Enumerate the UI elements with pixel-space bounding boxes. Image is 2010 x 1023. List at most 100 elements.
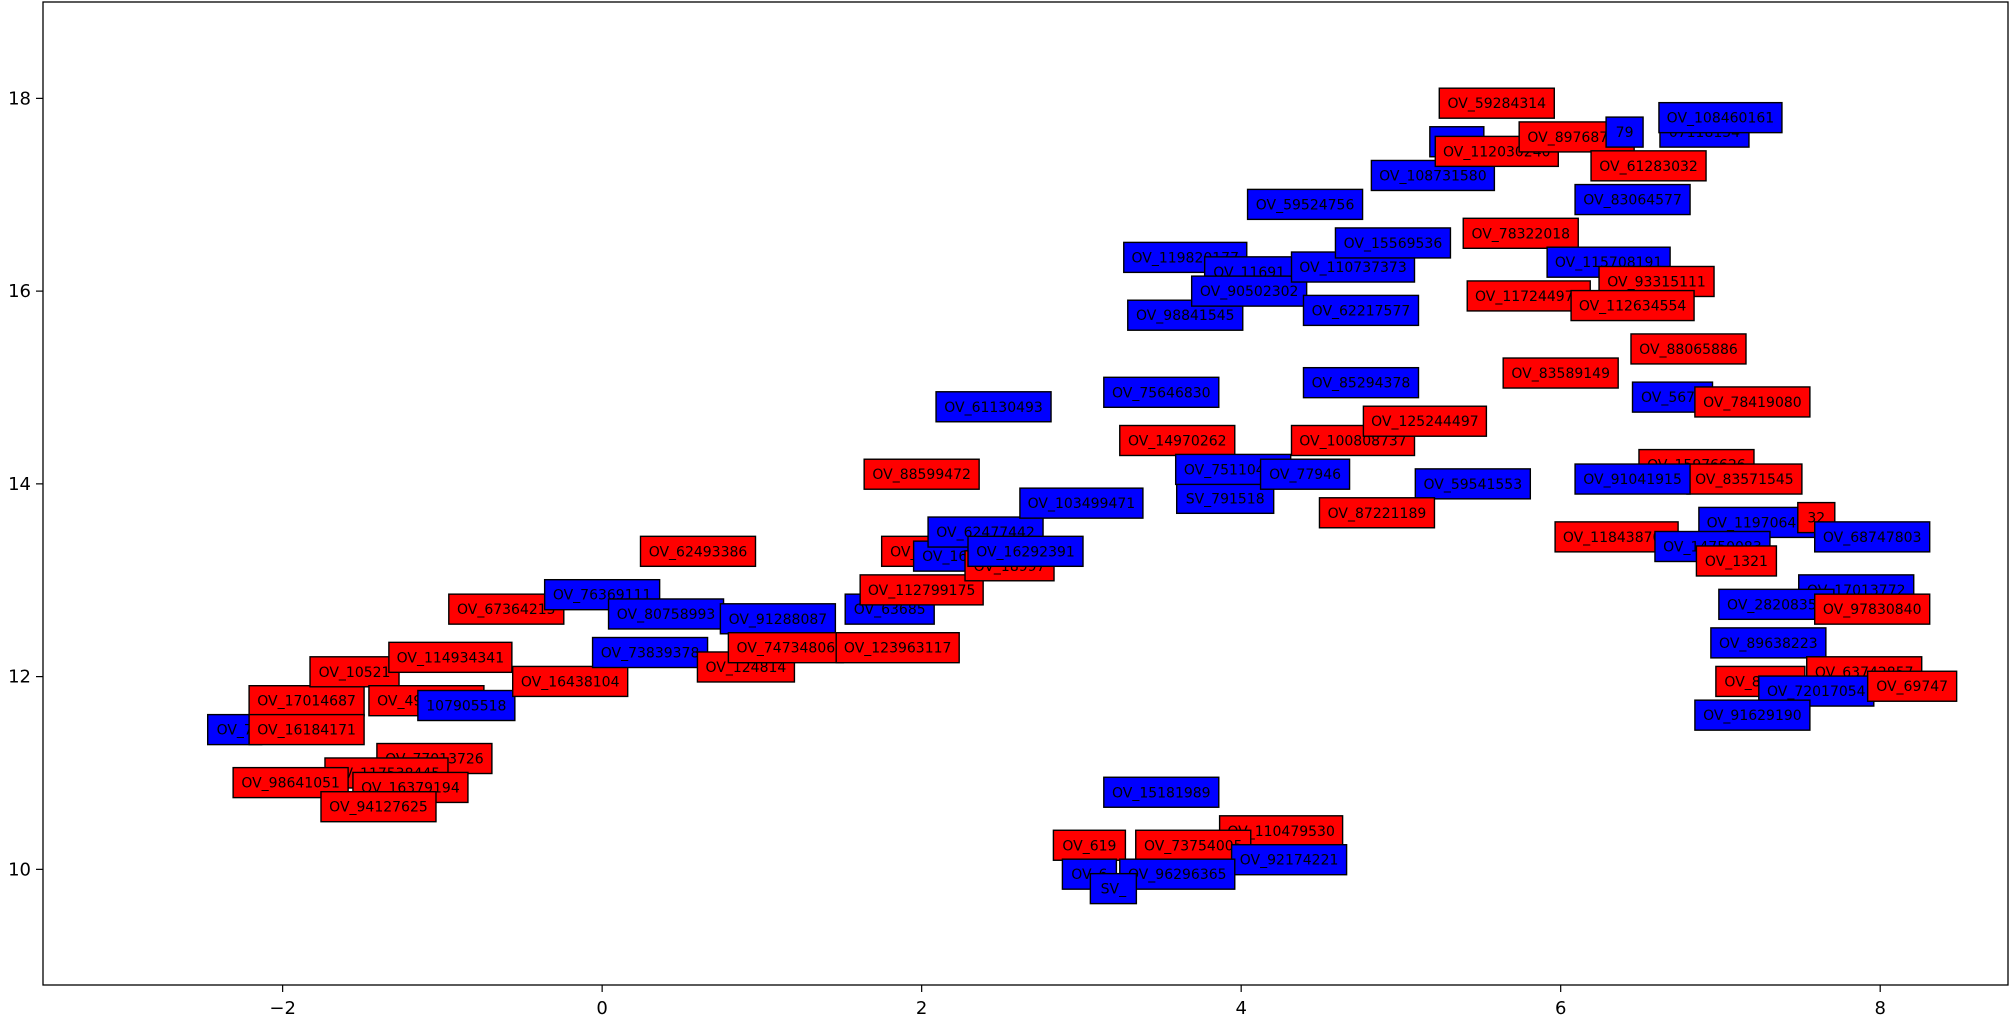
- point-label: OV_114934341: [397, 650, 505, 666]
- y-tick-0: 10: [8, 859, 43, 880]
- point-box: [1334, 227, 1452, 259]
- point-label: OV_97830840: [1823, 602, 1922, 618]
- point-label: OV_10521: [319, 665, 391, 681]
- point-label: OV_5675: [1641, 390, 1704, 406]
- y-tick-2: 14: [8, 474, 43, 495]
- point-label: OV_619: [1062, 838, 1116, 854]
- point-box: [1318, 497, 1436, 529]
- point-91: OV_92174221: [1230, 844, 1348, 876]
- point-label: OV_63685: [854, 602, 926, 618]
- x-tick-5: 8: [1874, 985, 1886, 1019]
- point-52: OV_59284314: [1438, 87, 1555, 119]
- point-68: OV_78419080: [1694, 386, 1811, 418]
- point-box: [1695, 545, 1778, 577]
- point-box: [1574, 183, 1691, 216]
- y-axis: 10 12 14 16 18: [8, 88, 43, 880]
- y-tick-label: 16: [8, 281, 31, 302]
- point-label: SV_791518: [1186, 491, 1265, 507]
- y-tick-label: 12: [8, 667, 31, 688]
- point-86: OV_91629190: [1694, 699, 1811, 731]
- point-2: OV_10521: [309, 656, 400, 688]
- point-box: [1190, 275, 1308, 307]
- point-box: [863, 458, 980, 490]
- x-axis: −2 0 2 4 6 8: [269, 985, 1886, 1019]
- point-box: [1814, 593, 1931, 625]
- point-81: OV_89638223: [1710, 627, 1827, 659]
- point-label: OV_59284314: [1447, 96, 1546, 112]
- point-65: OV_88065886: [1630, 333, 1747, 365]
- point-box: [1658, 101, 1783, 134]
- point-box: [1052, 829, 1127, 861]
- point-89: OV_619: [1052, 829, 1127, 861]
- x-tick-label: 8: [1874, 998, 1885, 1019]
- point-label: OV_85294378: [1312, 376, 1411, 392]
- point-30: OV_61130493: [935, 391, 1052, 423]
- point-label: OV_7: [217, 723, 253, 739]
- point-label: OV_92174221: [1240, 853, 1339, 869]
- x-tick-3: 4: [1235, 985, 1247, 1019]
- point-label: OV_16184171: [257, 723, 356, 739]
- point-box: [1590, 150, 1707, 182]
- point-19: OV_74734806: [727, 631, 845, 664]
- x-tick-label: 2: [916, 998, 927, 1019]
- point-box: [639, 535, 757, 568]
- point-59: OV_83064577: [1574, 183, 1691, 216]
- point-33: SV_791518: [1175, 482, 1275, 515]
- point-label: 79: [1616, 125, 1634, 141]
- point-label: OV_15569536: [1344, 236, 1443, 252]
- point-box: [1694, 699, 1811, 731]
- plot-frame: [42, 1, 2009, 986]
- point-label: OV_83571545: [1695, 472, 1794, 488]
- y-tick-3: 16: [8, 281, 43, 302]
- point-box: [309, 656, 400, 688]
- point-34: OV_14970262: [1119, 424, 1236, 457]
- point-label: OV_119706492: [1707, 515, 1815, 531]
- point-box: [1230, 844, 1348, 876]
- point-box: [1302, 366, 1420, 399]
- point-label: OV_83589149: [1511, 366, 1610, 382]
- y-tick-4: 18: [8, 88, 43, 109]
- point-41: OV_85294378: [1302, 366, 1420, 399]
- point-box: [967, 535, 1084, 568]
- point-box: [1570, 289, 1695, 322]
- point-label: OV_62217577: [1312, 303, 1411, 319]
- point-box: [1710, 627, 1827, 659]
- point-4: 107905518: [417, 689, 516, 722]
- point-box: [607, 598, 725, 630]
- point-label: OV_125244497: [1371, 414, 1479, 430]
- point-label: SV_: [1101, 882, 1127, 898]
- point-60: OV_78322018: [1462, 217, 1579, 249]
- point-label: OV_73754005: [1144, 838, 1243, 854]
- point-box: [1370, 159, 1496, 192]
- point-40: OV_87221189: [1318, 497, 1436, 529]
- point-77: OV_1321: [1695, 545, 1778, 577]
- point-31: OV_75646830: [1103, 376, 1220, 409]
- point-label: OV_98841545: [1136, 308, 1235, 324]
- point-label: OV_14970262: [1128, 433, 1227, 449]
- x-tick-label: −2: [269, 998, 296, 1019]
- y-tick-label: 14: [8, 474, 31, 495]
- point-label: OV_110479530: [1227, 824, 1335, 840]
- point-box: [935, 391, 1052, 423]
- point-49: OV_59524756: [1246, 188, 1364, 221]
- point-label: OV_87221189: [1328, 506, 1427, 522]
- point-box: [1103, 376, 1220, 409]
- x-tick-label: 6: [1555, 998, 1566, 1019]
- point-28: OV_16292391: [967, 535, 1084, 568]
- point-box: [417, 689, 516, 722]
- point-label: OV_1321: [1705, 554, 1768, 570]
- point-box: [388, 641, 513, 674]
- point-label: OV_88065886: [1639, 342, 1738, 358]
- point-label: OV_75646830: [1112, 385, 1211, 401]
- point-label: OV_88599472: [872, 467, 971, 483]
- point-63: OV_117244978: [1466, 280, 1591, 312]
- point-10: OV_94127625: [320, 791, 437, 823]
- point-label: OV_73839378: [601, 646, 700, 662]
- point-58: OV_61283032: [1590, 150, 1707, 182]
- point-5: OV_16184171: [248, 713, 365, 746]
- x-tick-4: 6: [1555, 985, 1566, 1019]
- point-label: OV_83064577: [1583, 193, 1682, 209]
- y-tick-label: 10: [8, 859, 31, 880]
- point-45: OV_90502302: [1190, 275, 1308, 307]
